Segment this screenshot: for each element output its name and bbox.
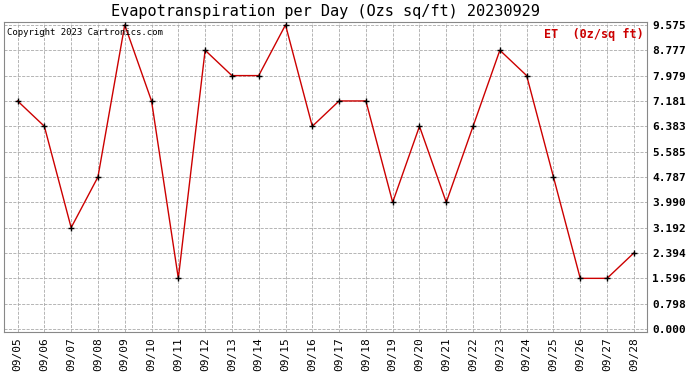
- Text: Copyright 2023 Cartronics.com: Copyright 2023 Cartronics.com: [8, 28, 164, 37]
- Text: ET  (0z/sq ft): ET (0z/sq ft): [544, 28, 644, 41]
- Title: Evapotranspiration per Day (Ozs sq/ft) 20230929: Evapotranspiration per Day (Ozs sq/ft) 2…: [111, 4, 540, 19]
